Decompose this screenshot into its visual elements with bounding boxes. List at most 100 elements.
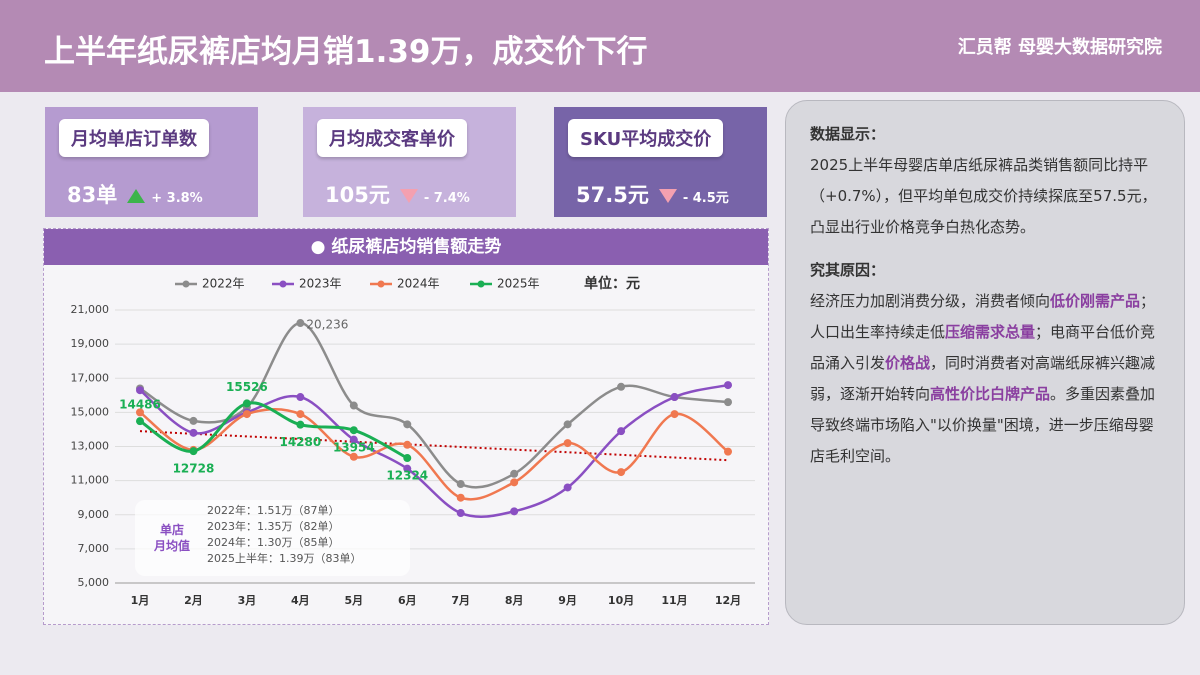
point [724,398,732,407]
annotation-title: 单店月均值 [153,522,190,553]
point [296,420,305,429]
kpi-value: 105元 [325,183,390,207]
point [296,410,305,419]
point [349,401,358,410]
y-tick-label: 19,000 [71,337,110,350]
point [403,464,412,473]
point [296,319,305,328]
point [456,509,465,518]
annotation-box [135,500,410,576]
x-tick-label: 1月 [131,594,150,607]
trendline [139,430,729,462]
kpi-arrow [127,189,146,203]
annotation-line: 2022年：1.51万（87单） [207,503,339,517]
chart-header: ● 纸尿裤店均销售额走势 [44,229,768,265]
point [403,440,412,449]
y-tick-label: 13,000 [71,440,110,453]
point [617,427,626,436]
data-label: 15526 [226,380,268,394]
x-tick-label: 7月 [451,594,470,607]
reason-segment: ；电商平台低价竞品涌入引发 [810,323,1156,372]
text-panel: 数据显示： 2025上半年母婴店单店纸尿裤品类销售额同比持平（+0.7%），但平… [785,100,1185,625]
series-line [139,321,729,489]
point [349,452,358,461]
point [136,417,144,426]
point [189,416,198,425]
kpi-title: 月均单店订单数 [59,119,209,157]
y-tick-label: 17,000 [71,371,110,384]
annotation-line: 2025上半年：1.39万（83单） [207,551,361,565]
reason-segment: ；人口出生率持续走低 [810,292,1156,341]
y-tick-label: 15,000 [71,405,110,418]
kpi-value-row: 105元 - 7.4% [325,179,470,209]
kpi-change: - 4.5元 [682,191,729,206]
header: 上半年纸尿裤店均月销1.39万，成交价下行 汇员帮 母婴大数据研究院 [0,0,1200,92]
point [189,447,198,456]
point [670,410,679,419]
data-label: 12324 [386,469,428,483]
x-tick-label: 12月 [715,594,741,607]
x-tick-label: 11月 [661,594,687,607]
y-tick-label: 11,000 [71,474,110,487]
x-tick-label: 10月 [608,594,634,607]
data-label: 20,236 [306,318,348,332]
y-tick-label: 9,000 [78,508,110,521]
point [456,480,465,489]
point [617,382,626,391]
kpi-value-row: 57.5元 - 4.5元 [576,179,729,209]
series-line [139,383,729,519]
legend-marker [477,280,485,288]
y-tick-label: 7,000 [78,542,110,555]
data-label: 14280 [279,435,321,449]
point [563,439,572,448]
point [242,399,251,408]
x-tick-label: 4月 [291,594,310,607]
annotation-line: 2023年：1.35万（82单） [207,519,339,533]
x-tick-label: 3月 [238,594,257,607]
series-line [139,407,729,501]
kpi-arrow [399,189,418,203]
point [403,454,412,463]
unit-label: 单位：元 [584,275,640,292]
x-tick-label: 6月 [398,594,417,607]
legend-label: 2025年 [497,277,540,291]
reason-segment: 经济压力加剧消费分级，消费者倾向 [810,292,1051,310]
kpi-title: 月均成交客单价 [317,119,467,157]
point [510,478,519,487]
point [136,408,144,417]
y-tick-label: 21,000 [71,303,110,316]
kpi-value: 83单 [67,183,118,207]
point [617,468,626,477]
point [510,469,519,478]
point [349,426,358,435]
chart-title: 纸尿裤店均销售额走势 [331,237,502,257]
point [456,493,465,502]
kpi-card: 月均成交客单价 105元 - 7.4% [303,107,516,217]
kpi-card: SKU平均成交价 57.5元 - 4.5元 [554,107,767,217]
point [189,428,198,437]
page-title: 上半年纸尿裤店均月销1.39万，成交价下行 [44,34,648,70]
reason-segment: 压缩需求总量 [945,323,1036,341]
legend-marker [279,280,287,288]
data-label: 14486 [119,398,161,412]
kpi-change: + 3.8% [151,191,203,206]
data-label: 13954 [333,441,375,455]
reason-segment: 。多重因素叠加导致终端市场陷入"以价换量"困境，进一步压缩母婴店毛利空间。 [810,385,1156,465]
kpi-value: 57.5元 [576,183,649,207]
point [510,507,519,516]
legend-marker [182,280,190,288]
data-label: 12728 [173,462,215,476]
kpi-arrow [658,189,677,203]
reason-segment: 高性价比白牌产品 [930,385,1051,403]
x-tick-label: 9月 [558,594,577,607]
point [403,420,412,429]
legend-label: 2024年 [397,277,440,291]
x-tick-label: 2月 [184,594,203,607]
annotation-title-line: 月均值 [153,538,190,553]
kpi-title: SKU平均成交价 [568,119,724,157]
kpi-card: 月均单店订单数 83单 + 3.8% [45,107,258,217]
point [349,435,358,444]
reason-segment: 价格战 [885,354,931,372]
